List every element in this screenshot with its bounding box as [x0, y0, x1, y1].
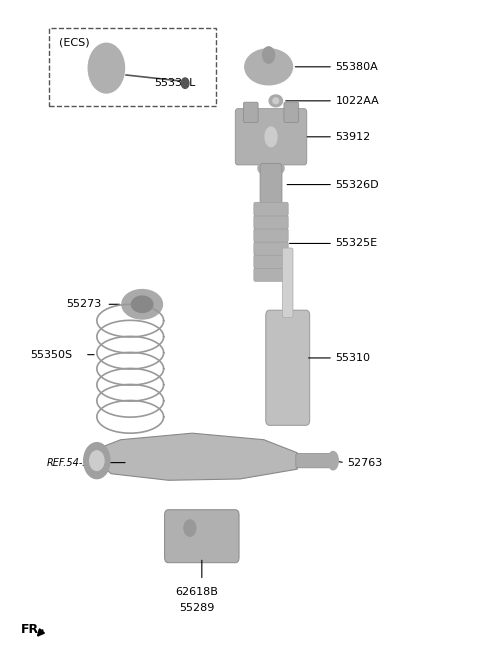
Ellipse shape: [122, 290, 162, 319]
Text: FR.: FR.: [21, 623, 44, 636]
Ellipse shape: [184, 520, 196, 536]
Polygon shape: [87, 433, 297, 480]
Text: 55289: 55289: [180, 603, 215, 613]
Text: 55273: 55273: [66, 300, 102, 309]
Ellipse shape: [90, 451, 104, 470]
Ellipse shape: [245, 49, 292, 85]
Text: 55339L: 55339L: [154, 78, 195, 88]
Ellipse shape: [328, 451, 338, 470]
FancyBboxPatch shape: [254, 254, 288, 268]
Ellipse shape: [258, 160, 284, 176]
Text: 55380A: 55380A: [336, 62, 378, 72]
Circle shape: [181, 78, 189, 89]
Text: 55326D: 55326D: [336, 179, 379, 190]
Text: 1022AA: 1022AA: [336, 96, 379, 106]
Text: REF.54-555: REF.54-555: [47, 458, 102, 468]
Text: 55350S: 55350S: [30, 350, 72, 359]
FancyBboxPatch shape: [254, 242, 288, 255]
Text: 55310: 55310: [336, 353, 371, 363]
Text: (ECS): (ECS): [59, 37, 89, 47]
FancyBboxPatch shape: [296, 453, 330, 468]
Ellipse shape: [273, 98, 279, 104]
FancyBboxPatch shape: [165, 510, 239, 562]
FancyBboxPatch shape: [235, 108, 307, 165]
Ellipse shape: [263, 47, 275, 63]
Ellipse shape: [269, 95, 282, 106]
FancyBboxPatch shape: [254, 267, 288, 281]
FancyBboxPatch shape: [260, 164, 282, 204]
Ellipse shape: [132, 296, 153, 313]
FancyBboxPatch shape: [284, 102, 299, 122]
Ellipse shape: [265, 127, 277, 147]
Ellipse shape: [84, 443, 110, 479]
Circle shape: [88, 43, 124, 93]
Text: 53912: 53912: [336, 132, 371, 142]
FancyBboxPatch shape: [254, 229, 288, 242]
FancyBboxPatch shape: [266, 310, 310, 425]
FancyBboxPatch shape: [282, 248, 293, 317]
Text: 55325E: 55325E: [336, 238, 378, 248]
Text: 52763: 52763: [348, 458, 383, 468]
Text: 62618B: 62618B: [176, 587, 218, 597]
FancyBboxPatch shape: [254, 215, 288, 229]
FancyBboxPatch shape: [254, 202, 288, 216]
FancyBboxPatch shape: [243, 102, 258, 122]
